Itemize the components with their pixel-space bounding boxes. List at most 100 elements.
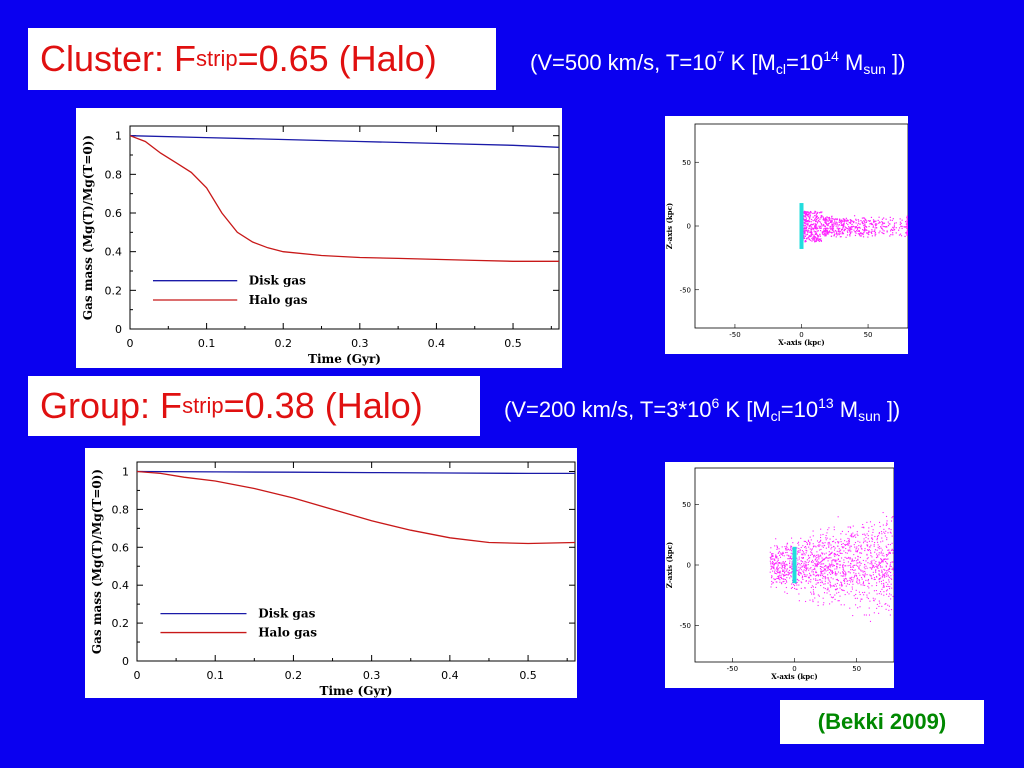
gas-particle (802, 545, 804, 547)
gas-particle (777, 569, 779, 571)
gas-particle (848, 538, 850, 540)
gas-particle (828, 219, 830, 221)
gas-particle (779, 556, 782, 558)
gas-particle (842, 589, 844, 591)
gas-particle (790, 572, 792, 574)
gas-particle (828, 566, 830, 568)
gas-particle (829, 586, 832, 588)
gas-particle (869, 521, 872, 523)
cluster-params-sub: sun (863, 61, 886, 77)
gas-particle (812, 223, 814, 226)
gas-particle (844, 565, 846, 567)
gas-particle (888, 551, 890, 553)
gas-particle (863, 526, 865, 528)
gas-particle (856, 579, 858, 581)
gas-particle (827, 542, 829, 544)
gas-particle (863, 220, 866, 222)
gas-particle (841, 575, 844, 577)
gas-particle (883, 558, 885, 560)
gas-particle (833, 222, 835, 224)
gas-particle (772, 582, 774, 584)
gas-particle (898, 227, 901, 229)
gas-particle (818, 544, 820, 546)
gas-particle (836, 566, 838, 568)
gas-particle (867, 544, 869, 546)
gas-particle (810, 591, 812, 593)
gas-particle (857, 558, 859, 560)
gas-particle (809, 568, 811, 570)
gas-particle (890, 594, 892, 596)
gas-particle (837, 233, 839, 235)
series-line-halo-gas (129, 135, 559, 262)
gas-particle (866, 232, 868, 234)
gas-particle (876, 227, 878, 229)
gas-particle (857, 607, 859, 609)
gas-particle (812, 556, 815, 558)
gas-particle (836, 566, 838, 568)
gas-particle (848, 543, 850, 545)
gas-particle (886, 520, 888, 522)
cluster-params-sup: 7 (716, 48, 725, 64)
gas-particle (771, 576, 773, 578)
gas-particle (830, 221, 832, 223)
gas-particle (815, 214, 818, 216)
gas-particle (830, 552, 832, 554)
gas-particle (810, 586, 812, 589)
gas-particle (843, 550, 845, 552)
gas-particle (807, 576, 810, 578)
gas-particle (809, 211, 811, 213)
gas-particle (882, 559, 884, 561)
gas-particle (809, 548, 811, 550)
gas-particle (835, 236, 837, 238)
gas-particle (868, 225, 870, 228)
gas-particle (857, 233, 859, 235)
gas-particle (851, 558, 853, 560)
sim-x-tick-label: 0 (799, 331, 803, 339)
gas-particle (849, 577, 851, 579)
gas-particle (881, 588, 883, 590)
group-params-part: ]) (880, 397, 901, 422)
gas-particle (839, 595, 841, 597)
gas-particle (771, 556, 773, 558)
gas-particle (786, 542, 789, 544)
gas-particle (812, 535, 814, 537)
gas-particle (813, 568, 815, 571)
gas-particle (780, 564, 782, 566)
gas-particle (806, 541, 808, 543)
gas-particle (847, 220, 849, 222)
gas-particle (886, 585, 888, 587)
gas-particle (818, 556, 820, 558)
gas-particle (769, 551, 771, 553)
gas-particle (815, 586, 817, 588)
gas-particle (887, 585, 889, 588)
gas-particle (866, 558, 868, 560)
gas-particle (851, 588, 854, 590)
gas-particle (886, 523, 888, 525)
gas-particle (774, 559, 776, 561)
gas-particle (857, 565, 859, 567)
gas-particle (893, 227, 895, 229)
gas-particle (807, 564, 809, 566)
gas-particle (819, 239, 822, 241)
gas-particle (844, 556, 846, 558)
gas-particle (874, 542, 876, 544)
gas-particle (891, 542, 893, 544)
gas-particle (779, 570, 781, 572)
gas-particle (803, 564, 805, 566)
gas-particle (882, 574, 884, 576)
gas-particle (835, 221, 837, 223)
gas-particle (872, 529, 874, 531)
gas-particle (862, 581, 865, 583)
gas-particle (814, 563, 816, 565)
gas-particle (890, 529, 892, 531)
gas-particle (834, 598, 836, 600)
gas-particle (830, 220, 832, 222)
gas-particle (871, 537, 873, 540)
gas-particle (812, 228, 815, 230)
gas-particle (860, 570, 862, 572)
gas-particle (820, 217, 822, 219)
gas-particle (806, 567, 808, 569)
gas-particle (810, 230, 812, 232)
gas-particle (821, 552, 823, 554)
gas-particle (848, 541, 850, 543)
